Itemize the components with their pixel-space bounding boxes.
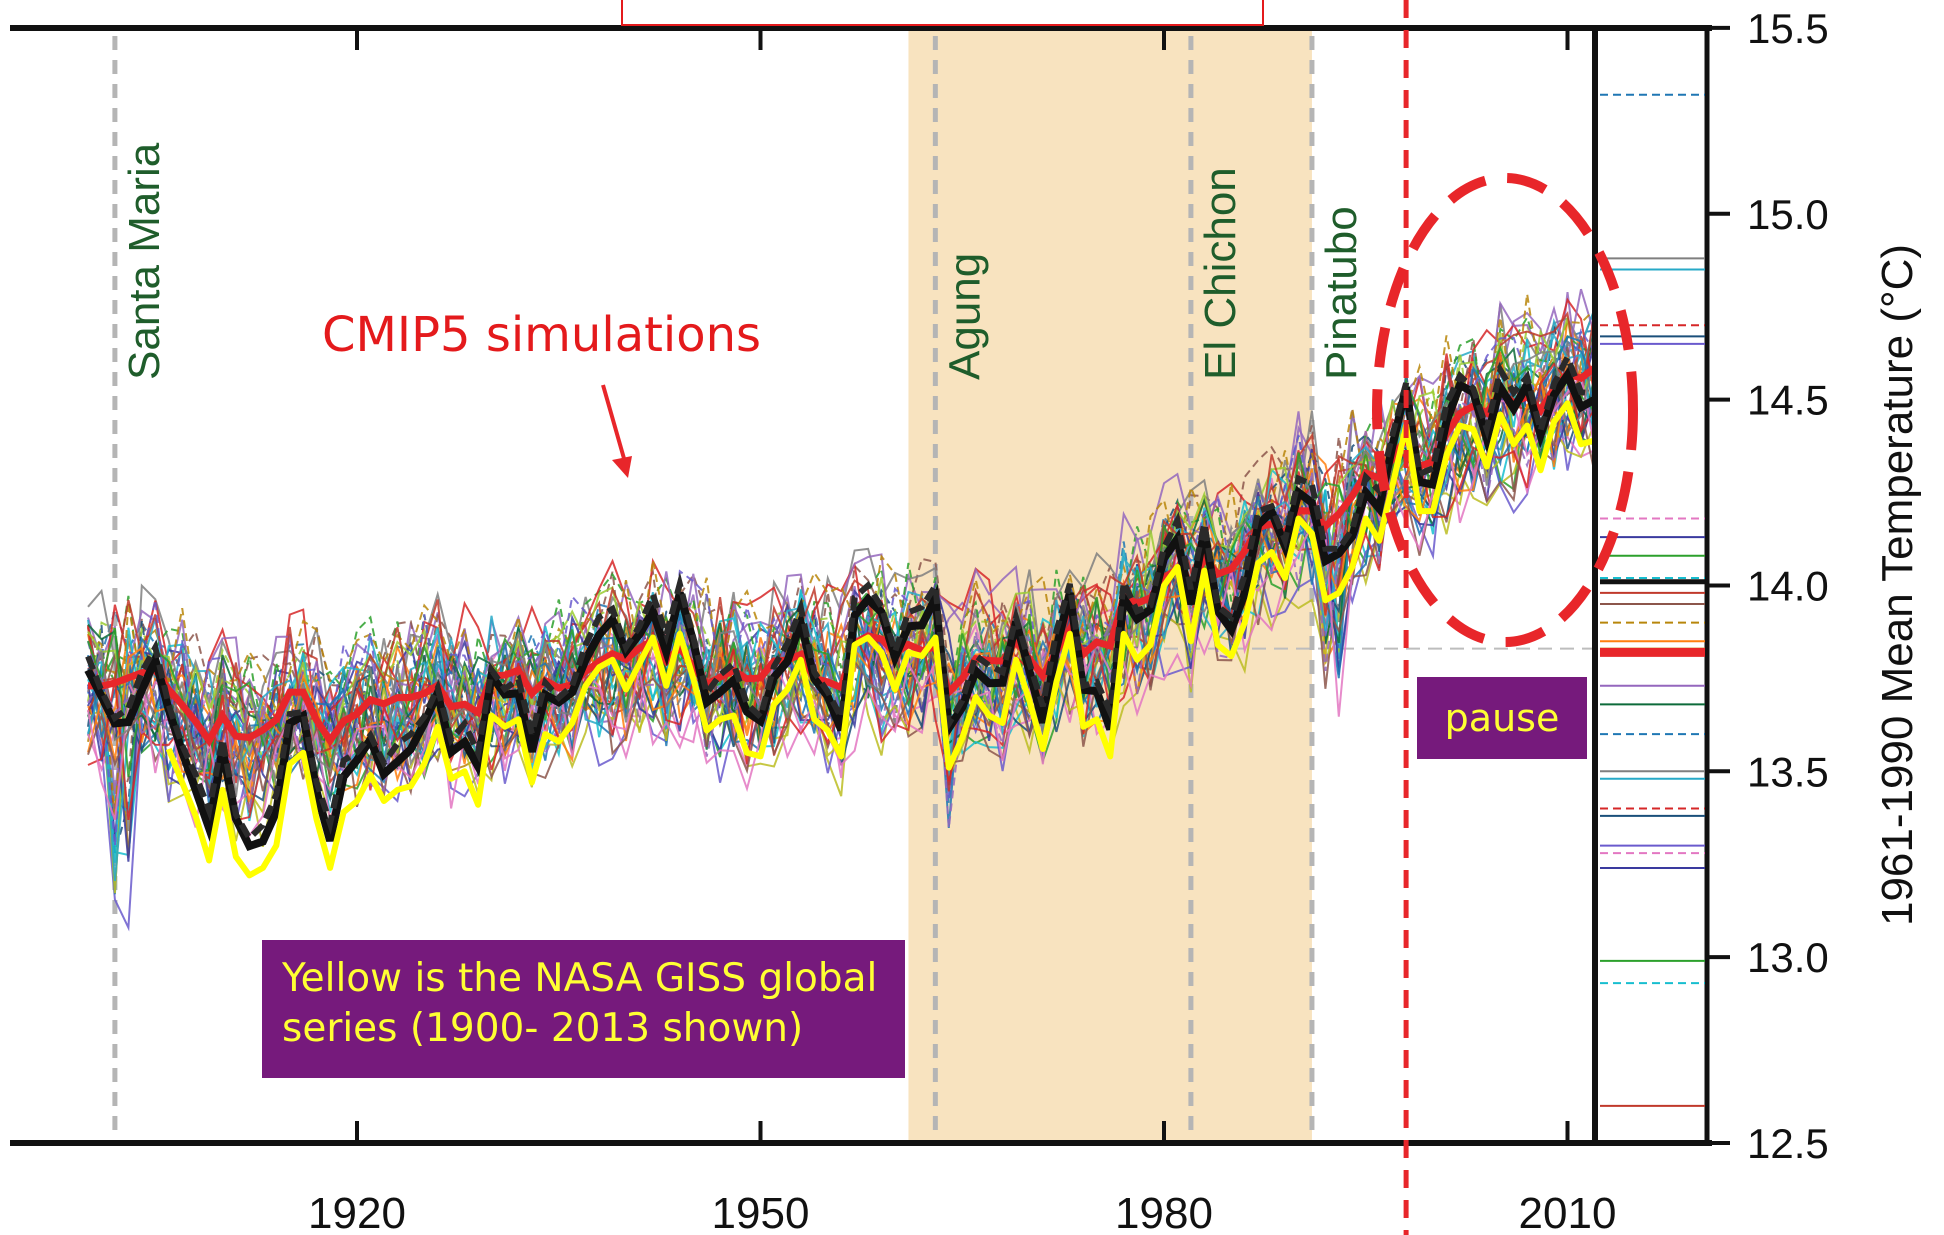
volcano-label: Agung [940, 253, 989, 380]
pause-annotation-box: pause [1417, 677, 1587, 759]
y-tick-label: 15.0 [1747, 191, 1829, 238]
y-tick-label: 15.5 [1747, 5, 1829, 52]
volcano-label: El Chichon [1196, 167, 1245, 380]
observed-series [84, 349, 1595, 879]
pause-highlight-ellipse [1372, 173, 1638, 647]
y-tick-label: 14.5 [1747, 377, 1829, 424]
cmip5-arrow-head [612, 456, 632, 478]
x-tick-label: 1950 [712, 1189, 810, 1235]
y-axis-title: 1961-1990 Mean Temperature (°C) [1873, 244, 1922, 926]
observed-black-line [84, 366, 1595, 852]
y-tick-label: 13.5 [1747, 748, 1829, 795]
model-climatology-panel [1600, 93, 1705, 1107]
cmip5-arrow-shaft [601, 384, 627, 463]
x-tick-label: 2010 [1519, 1189, 1617, 1235]
tick-labels: 1920 1950 1980 2010 15.5 15.0 14.5 14.0 13.5 13.0… [308, 5, 1922, 1235]
model-ensemble [87, 288, 1595, 932]
y-tick-label: 13.0 [1747, 934, 1829, 981]
y-tick-label: 12.5 [1747, 1120, 1829, 1167]
x-tick-label: 1980 [1115, 1189, 1213, 1235]
cmip5-label: CMIP5 simulations [322, 307, 762, 363]
y-tick-label: 14.0 [1747, 562, 1829, 609]
annotations-overlay: Santa Maria Agung El Chichon Pinatubo [120, 0, 1638, 1235]
model-run-line [87, 323, 1595, 820]
top-red-frame [621, 0, 1264, 26]
model-run-line [87, 310, 1595, 792]
giss-annotation-box: Yellow is the NASA GISS global series (1… [262, 940, 905, 1078]
observed-black-line [85, 349, 1595, 844]
model-run-line [87, 293, 1595, 821]
x-tick-label: 1920 [308, 1189, 406, 1235]
volcano-label: Santa Maria [120, 142, 169, 380]
axes [10, 25, 1730, 1146]
giss-series-line [165, 400, 1595, 879]
volcano-label: Pinatubo [1317, 206, 1366, 380]
